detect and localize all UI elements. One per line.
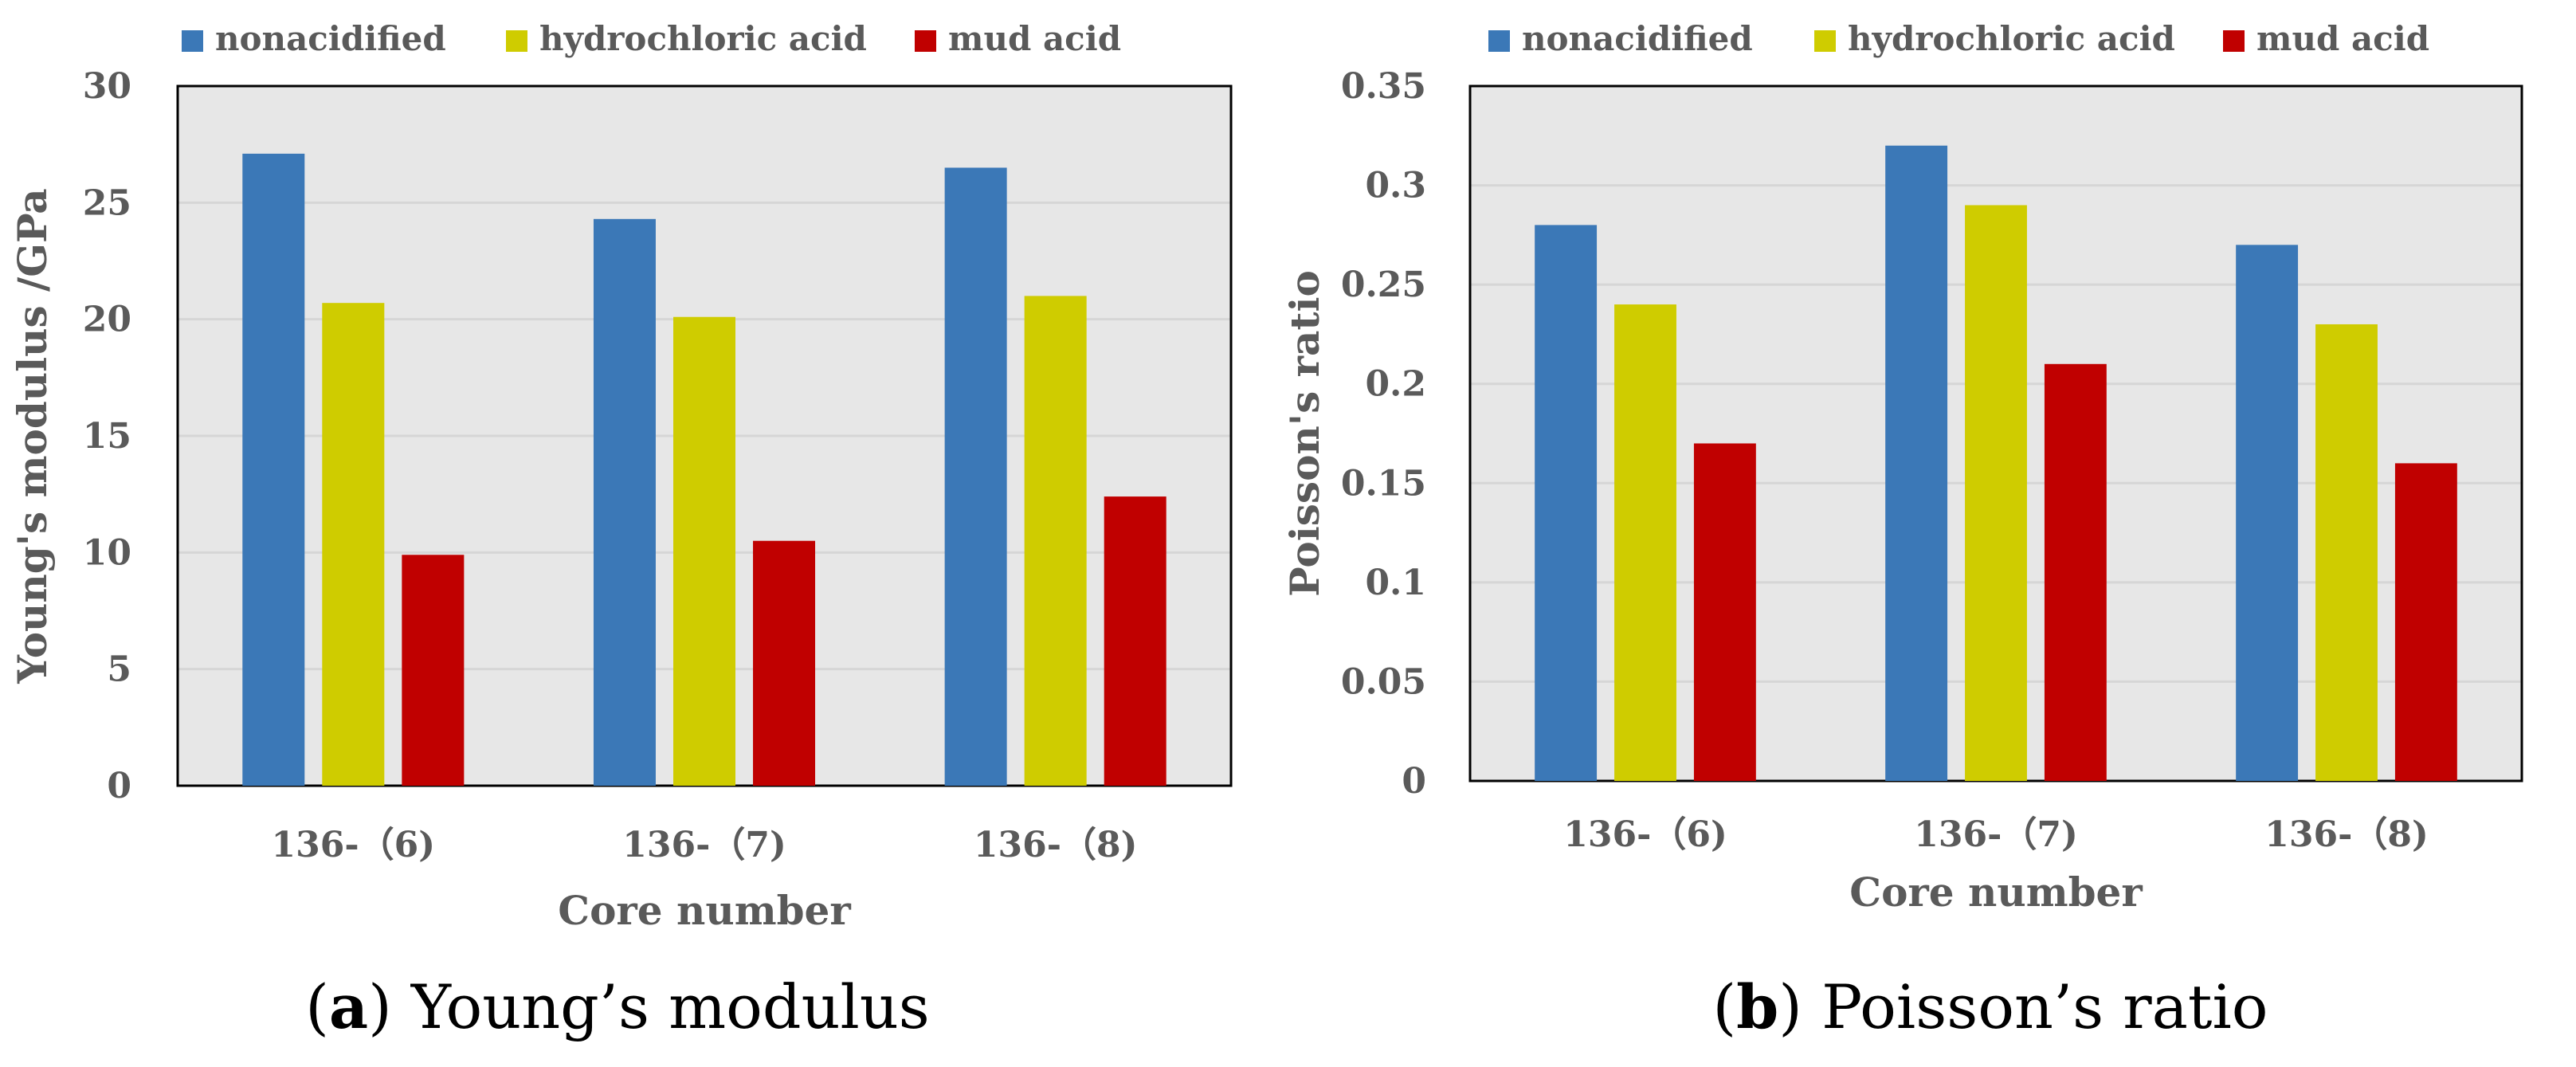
- bar-hydrochloric-acid-1: [322, 303, 385, 786]
- x-tick-label: 136-（8): [974, 825, 1138, 865]
- y-tick-label: 0.35: [1341, 66, 1426, 107]
- x-tick-label: 136-（7): [622, 825, 786, 865]
- legend-label: hydrochloric acid: [1848, 19, 2175, 58]
- figure-caption: (a) Young’s modulus: [305, 971, 930, 1042]
- legend-label: nonacidified: [1522, 19, 1753, 58]
- bar-nonacidified-1: [242, 153, 305, 786]
- bar-hydrochloric-acid-2: [673, 316, 735, 786]
- y-tick-label: 0.3: [1365, 166, 1426, 206]
- bar-hydrochloric-acid-3: [2315, 324, 2378, 781]
- figure-caption: (b) Poisson’s ratio: [1713, 971, 2268, 1042]
- bar-nonacidified-1: [1535, 225, 1598, 781]
- x-tick-label: 136-（6): [272, 825, 436, 865]
- y-axis-title: Poisson's ratio: [1281, 270, 1328, 597]
- bar-mud-acid-1: [402, 555, 465, 786]
- legend-swatch: [1488, 30, 1510, 52]
- bar-mud-acid-2: [753, 540, 816, 786]
- y-tick-label: 0.05: [1341, 661, 1426, 702]
- caption-text: ): [1778, 971, 1802, 1042]
- bar-nonacidified-2: [1885, 145, 1948, 781]
- y-axis-title: Young's modulus /GPa: [9, 188, 56, 684]
- bar-nonacidified-3: [944, 167, 1007, 786]
- y-tick-label: 10: [83, 532, 131, 573]
- bar-mud-acid-3: [2394, 463, 2457, 781]
- y-tick-label: 30: [83, 66, 131, 107]
- y-tick-label: 0.15: [1341, 463, 1426, 504]
- x-axis-title: Core number: [558, 887, 851, 934]
- legend-swatch: [915, 30, 936, 52]
- legend-swatch: [506, 30, 527, 52]
- caption-text: (: [305, 971, 329, 1042]
- bar-nonacidified-2: [593, 218, 656, 786]
- y-tick-label: 5: [107, 649, 131, 690]
- legend-label: mud acid: [2256, 19, 2429, 58]
- bar-hydrochloric-acid-1: [1614, 304, 1676, 781]
- y-tick-label: 0: [107, 766, 131, 806]
- y-tick-label: 0: [1402, 761, 1426, 802]
- caption-letter: a: [329, 971, 368, 1042]
- legend-label: nonacidified: [215, 19, 446, 58]
- legend-swatch: [1814, 30, 1836, 52]
- x-tick-label: 136-（7): [1914, 814, 2078, 855]
- caption-text: Young’s modulus: [392, 971, 930, 1042]
- y-tick-label: 25: [83, 182, 131, 223]
- bar-hydrochloric-acid-3: [1024, 296, 1087, 786]
- caption-text: Poisson’s ratio: [1802, 971, 2268, 1042]
- chart-panel-b: 0 0.05 0.1 0.15 0.2 0.25 0.3 0.35 136-（6) 136-（7)…: [1281, 19, 2523, 1042]
- y-tick-label: 0.25: [1341, 265, 1426, 305]
- legend-swatch: [2223, 30, 2245, 52]
- caption-text: (: [1713, 971, 1737, 1042]
- bar-nonacidified-3: [2236, 245, 2299, 781]
- y-tick-label: 0.1: [1365, 563, 1426, 603]
- bar-hydrochloric-acid-2: [1965, 205, 2027, 781]
- caption-letter: b: [1736, 971, 1778, 1042]
- y-tick-label: 20: [83, 300, 131, 340]
- caption-text: ): [368, 971, 392, 1042]
- bar-mud-acid-1: [1693, 443, 1756, 781]
- x-tick-label: 136-（8): [2264, 814, 2429, 855]
- legend-label: mud acid: [948, 19, 1121, 58]
- chart-panel-a: 0 5 10 15 20 25 30 136-（6) 136-（7) 136-（8) Core nu…: [9, 19, 1233, 1042]
- y-tick-label: 15: [83, 416, 131, 457]
- bar-mud-acid-2: [2044, 363, 2107, 781]
- y-tick-label: 0.2: [1365, 364, 1426, 405]
- bar-mud-acid-3: [1104, 496, 1166, 786]
- legend-swatch: [182, 30, 203, 52]
- x-tick-label: 136-（6): [1563, 814, 1727, 855]
- legend-label: hydrochloric acid: [539, 19, 867, 58]
- x-axis-title: Core number: [1849, 869, 2143, 916]
